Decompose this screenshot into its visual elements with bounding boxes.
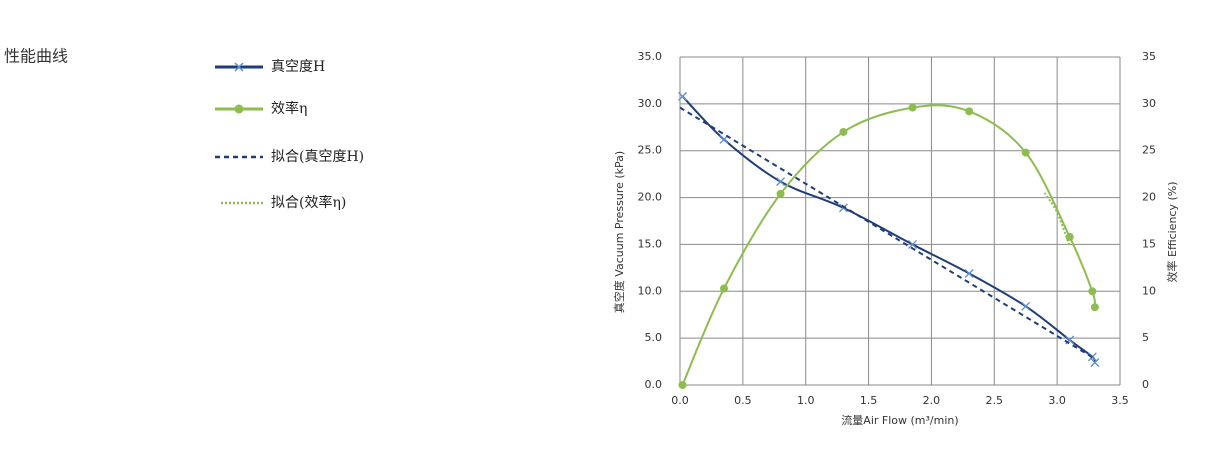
legend-label: 效率η (271, 100, 307, 117)
point (964, 269, 974, 278)
heading: 性能曲线 (4, 47, 68, 66)
y2-tick-label: 25 (1142, 144, 1156, 157)
point (838, 203, 848, 213)
point (1021, 148, 1030, 157)
point (965, 107, 974, 116)
legend-item: 真空度H (215, 59, 325, 75)
legend-marker (234, 62, 244, 72)
y-tick-label: 5.0 (645, 331, 663, 344)
y-axis-label: 真空度 Vacuum Pressure (kPa) (612, 151, 626, 313)
point (1088, 287, 1097, 296)
legend-label: 真空度H (271, 59, 325, 75)
legend-marker (234, 104, 244, 114)
point (1090, 358, 1100, 367)
x-tick-label: 2.0 (923, 394, 941, 407)
point (776, 177, 786, 187)
point (1021, 301, 1031, 311)
point (1065, 232, 1074, 241)
x-tick-label: 1.5 (860, 394, 878, 407)
legend-label: 拟合(效率η) (271, 194, 346, 211)
y-tick-label: 15.0 (638, 237, 663, 250)
x-axis-label: 流量Air Flow (m³/min) (841, 413, 958, 427)
y-tick-label: 0.0 (645, 378, 663, 391)
legend-item: 效率η (215, 100, 307, 117)
y2-tick-label: 35 (1142, 50, 1156, 63)
x-tick-label: 3.0 (1048, 394, 1066, 407)
x-tick-label: 2.5 (986, 394, 1004, 407)
y-tick-label: 35.0 (638, 50, 663, 63)
y2-tick-label: 20 (1142, 191, 1156, 204)
point (678, 381, 687, 389)
x-tick-label: 3.5 (1111, 394, 1129, 407)
legend-item: 拟合(效率η) (221, 194, 346, 211)
y2-tick-label: 15 (1142, 237, 1156, 250)
point (720, 284, 728, 293)
y-tick-label: 20.0 (638, 191, 663, 204)
x-tick-label: 0.5 (734, 394, 752, 407)
y2-tick-label: 30 (1142, 97, 1156, 110)
y2-axis-label: 效率 Efficiency (%) (1165, 181, 1179, 282)
series-line (681, 104, 1097, 386)
point (678, 91, 687, 101)
point (908, 103, 917, 112)
legend-label: 拟合(真空度H) (271, 149, 364, 165)
y2-tick-label: 10 (1142, 284, 1156, 297)
x-tick-label: 0.0 (671, 394, 689, 407)
x-tick-label: 1.0 (797, 394, 815, 407)
series-line (1043, 192, 1071, 247)
point (776, 189, 785, 198)
point (839, 127, 848, 136)
point (908, 239, 918, 249)
series-line (681, 95, 1097, 363)
y-tick-label: 30.0 (638, 97, 663, 110)
y-tick-label: 25.0 (638, 144, 663, 157)
series-line (679, 106, 1096, 360)
y-tick-label: 10.0 (638, 284, 663, 297)
y2-tick-label: 5 (1142, 331, 1149, 344)
legend-item: 拟合(真空度H) (215, 149, 364, 165)
point (1090, 303, 1099, 312)
y2-tick-label: 0 (1142, 378, 1149, 391)
